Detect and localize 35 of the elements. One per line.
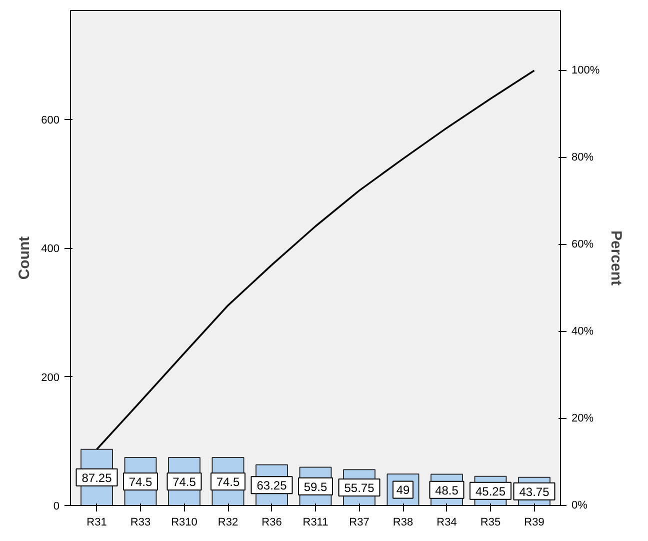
data-label: 59.5 [304, 480, 328, 494]
data-label: 49 [396, 483, 410, 498]
data-label: 43.75 [519, 484, 550, 499]
y2-tick-label: 60% [572, 238, 594, 251]
line-series [96, 70, 536, 450]
x-tick-label: R39 [524, 516, 544, 528]
y-tick-label: 200 [41, 372, 60, 384]
y2-axis-title: Percent [608, 230, 625, 286]
y-tick-label: 600 [41, 114, 60, 126]
y2-tick-label: 100% [572, 64, 600, 77]
y-tick-label: 0 [53, 500, 60, 512]
x-tick-label: R35 [480, 516, 501, 528]
y-tick-label: 400 [41, 243, 60, 256]
x-tick-label: R36 [262, 516, 282, 528]
y-axis-title: Count [16, 236, 34, 280]
x-tick-label: R38 [392, 516, 414, 528]
y2-tick-label: 20% [572, 412, 594, 425]
data-label: 87.25 [82, 470, 112, 485]
data-label: 63.25 [256, 478, 288, 493]
data-label: 48.5 [435, 483, 459, 498]
x-tick-label: R32 [218, 516, 238, 528]
x-tick-label: R33 [130, 516, 151, 528]
y2-tick-label: 80% [572, 152, 594, 164]
x-tick-label: R311 [302, 516, 328, 528]
x-tick-label: R37 [349, 516, 370, 528]
x-tick-label: R310 [171, 516, 198, 528]
data-label: 74.5 [216, 475, 240, 490]
y2-tick-label: 40% [572, 326, 594, 338]
data-label: 74.5 [128, 475, 153, 490]
data-label: 45.25 [475, 484, 506, 498]
data-label: 74.5 [172, 475, 196, 490]
data-label: 55.75 [344, 481, 375, 496]
x-tick-label: R34 [436, 516, 457, 528]
x-tick-label: R31 [86, 516, 107, 528]
y2-tick-label: 0% [572, 500, 588, 512]
